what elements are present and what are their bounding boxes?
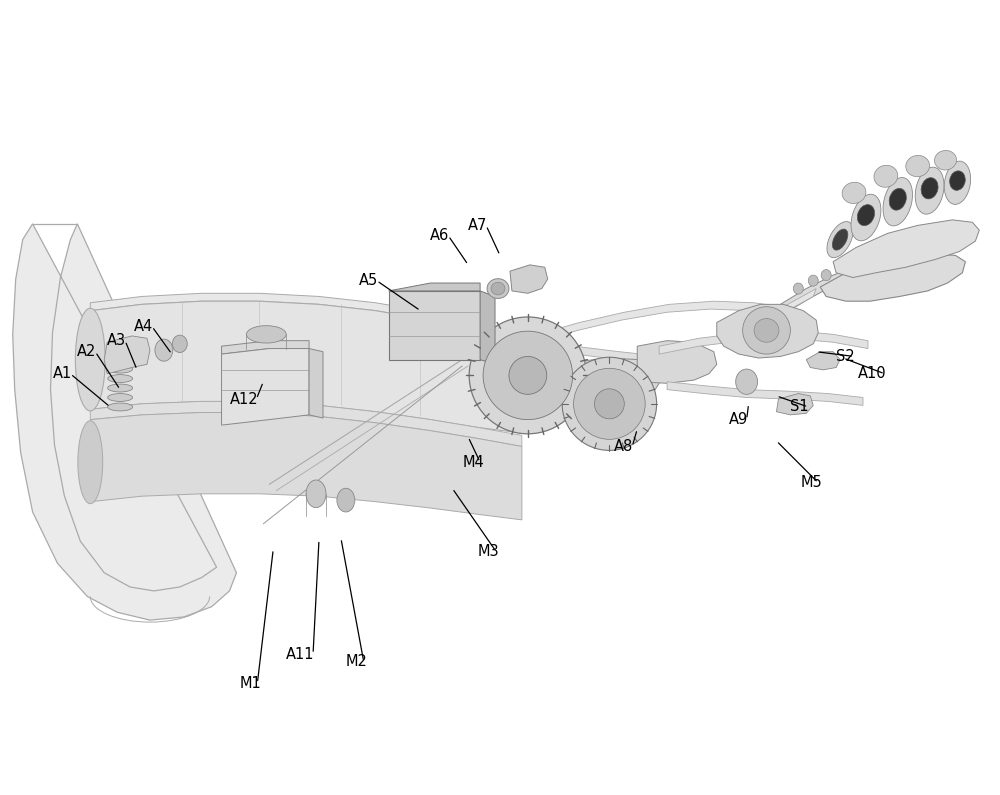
Polygon shape: [104, 336, 150, 374]
Ellipse shape: [246, 326, 286, 343]
Text: A5: A5: [359, 273, 378, 288]
Text: A9: A9: [729, 412, 748, 427]
Text: A7: A7: [468, 218, 488, 233]
Polygon shape: [222, 341, 309, 354]
Ellipse shape: [108, 403, 133, 411]
Ellipse shape: [172, 335, 187, 352]
Ellipse shape: [108, 365, 133, 373]
Ellipse shape: [743, 307, 790, 354]
Ellipse shape: [108, 394, 133, 401]
Text: A1: A1: [53, 366, 72, 382]
Ellipse shape: [487, 279, 509, 298]
Polygon shape: [806, 351, 840, 370]
Ellipse shape: [509, 356, 547, 394]
Ellipse shape: [155, 339, 173, 361]
Text: A12: A12: [230, 392, 258, 406]
Polygon shape: [389, 291, 480, 359]
Text: M5: M5: [800, 475, 822, 491]
Polygon shape: [538, 289, 816, 342]
Text: M3: M3: [478, 544, 500, 559]
Polygon shape: [820, 254, 965, 301]
Text: M2: M2: [346, 654, 368, 669]
Ellipse shape: [793, 283, 803, 294]
Text: M4: M4: [462, 455, 484, 470]
Ellipse shape: [78, 421, 103, 504]
Ellipse shape: [857, 204, 875, 226]
Ellipse shape: [108, 374, 133, 382]
Polygon shape: [637, 341, 717, 383]
Ellipse shape: [883, 177, 912, 226]
Ellipse shape: [306, 480, 326, 508]
Ellipse shape: [469, 317, 587, 434]
Ellipse shape: [935, 150, 957, 170]
Ellipse shape: [921, 178, 938, 199]
Ellipse shape: [821, 270, 831, 281]
Ellipse shape: [594, 389, 624, 419]
Text: A11: A11: [286, 646, 315, 661]
Polygon shape: [90, 401, 522, 447]
Polygon shape: [833, 220, 979, 277]
Ellipse shape: [736, 369, 758, 394]
Polygon shape: [480, 291, 495, 364]
Polygon shape: [510, 265, 548, 293]
Ellipse shape: [950, 171, 965, 190]
Ellipse shape: [851, 194, 881, 241]
Polygon shape: [90, 413, 522, 520]
Ellipse shape: [889, 188, 906, 210]
Ellipse shape: [874, 165, 898, 188]
Text: S1: S1: [790, 399, 809, 414]
Polygon shape: [717, 304, 818, 358]
Polygon shape: [389, 283, 480, 291]
Ellipse shape: [915, 167, 944, 214]
Text: A4: A4: [134, 319, 153, 334]
Ellipse shape: [754, 319, 779, 342]
Ellipse shape: [483, 332, 573, 420]
Polygon shape: [480, 333, 704, 367]
Polygon shape: [309, 348, 323, 418]
Text: A8: A8: [614, 439, 634, 454]
Ellipse shape: [574, 368, 645, 440]
Polygon shape: [659, 331, 868, 354]
Text: A2: A2: [77, 344, 97, 359]
Ellipse shape: [832, 229, 848, 250]
Ellipse shape: [75, 308, 105, 411]
Ellipse shape: [944, 161, 971, 204]
Polygon shape: [13, 224, 236, 620]
Ellipse shape: [108, 384, 133, 392]
Polygon shape: [90, 293, 522, 341]
Ellipse shape: [562, 357, 657, 451]
Polygon shape: [667, 382, 863, 405]
Polygon shape: [222, 348, 309, 425]
Polygon shape: [776, 394, 813, 415]
Polygon shape: [780, 265, 876, 312]
Ellipse shape: [808, 275, 818, 286]
Ellipse shape: [827, 222, 853, 258]
Ellipse shape: [108, 355, 133, 363]
Text: A6: A6: [430, 228, 450, 243]
Text: A10: A10: [858, 366, 887, 382]
Ellipse shape: [337, 488, 355, 512]
Text: S2: S2: [836, 349, 855, 364]
Text: M1: M1: [239, 676, 261, 691]
Polygon shape: [90, 301, 522, 433]
Polygon shape: [560, 358, 661, 399]
Ellipse shape: [842, 182, 866, 204]
Ellipse shape: [906, 155, 930, 176]
Text: A3: A3: [107, 333, 126, 348]
Ellipse shape: [491, 282, 505, 295]
